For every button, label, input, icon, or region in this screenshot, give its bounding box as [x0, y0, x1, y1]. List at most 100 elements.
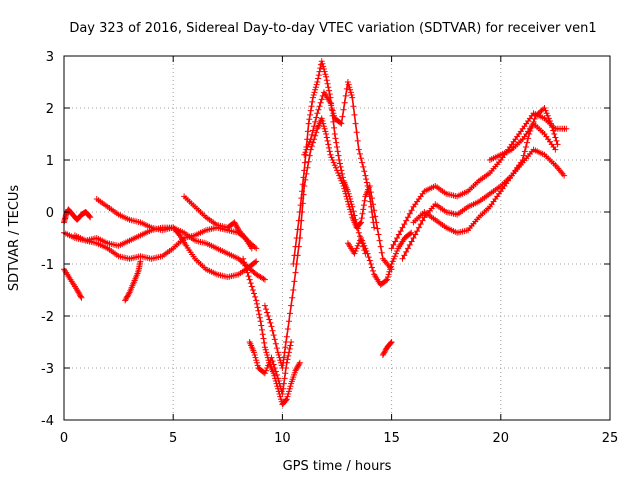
data-point [330, 159, 337, 166]
data-point [271, 336, 278, 343]
data-point [77, 292, 84, 299]
data-point [293, 366, 300, 373]
data-point [408, 229, 415, 236]
data-point [283, 396, 290, 403]
data-point [339, 174, 346, 181]
data-point [353, 129, 360, 136]
data-point [233, 223, 240, 230]
data-point [388, 245, 395, 252]
data-point [522, 144, 529, 150]
data-point [335, 170, 342, 176]
data-point [541, 105, 548, 111]
x-tick-label: 20 [493, 431, 510, 446]
data-point [253, 357, 260, 364]
data-point [408, 207, 415, 214]
data-point [355, 146, 362, 153]
series-arc-m [344, 229, 415, 288]
data-point [263, 306, 270, 313]
data-point [319, 118, 326, 124]
data-point [323, 134, 330, 141]
data-point [329, 107, 336, 114]
data-point [403, 248, 410, 255]
data-point [282, 370, 289, 377]
data-point [364, 183, 371, 189]
data-point [260, 335, 267, 342]
x-tick-label: 25 [602, 431, 619, 446]
data-point [292, 269, 299, 276]
data-point [347, 86, 354, 93]
data-point [287, 342, 294, 349]
data-point [543, 110, 550, 117]
data-point [347, 196, 354, 202]
data-point [366, 193, 373, 200]
data-point [381, 349, 388, 356]
data-point [86, 213, 93, 220]
series-arc-f [122, 258, 144, 304]
data-point [253, 300, 260, 307]
data-point [361, 197, 368, 204]
data-point [531, 115, 538, 122]
data-point [351, 212, 358, 219]
data-point [392, 238, 399, 245]
data-point [358, 235, 365, 241]
data-point [122, 296, 129, 303]
data-point [267, 319, 274, 326]
data-point [251, 244, 258, 251]
data-point [245, 238, 252, 245]
data-point [356, 150, 363, 157]
data-point [344, 79, 351, 85]
data-point [279, 391, 286, 397]
data-point [390, 255, 397, 262]
data-point [340, 106, 347, 113]
data-point [253, 359, 260, 366]
data-point [353, 245, 360, 252]
data-point [318, 58, 325, 65]
data-point [328, 105, 335, 111]
data-point [401, 252, 408, 259]
data-point [307, 111, 314, 118]
data-point [282, 344, 289, 351]
data-point [273, 345, 280, 352]
data-point [306, 138, 313, 145]
data-point [394, 248, 401, 254]
series-arc-r [486, 120, 559, 163]
series-arc-q [410, 146, 568, 236]
data-point [247, 240, 254, 247]
data-point [291, 252, 298, 259]
data-point [408, 238, 415, 245]
data-point [280, 385, 287, 392]
data-point [553, 137, 560, 144]
data-point [266, 316, 273, 323]
data-point [354, 242, 361, 249]
x-tick-label: 15 [383, 431, 400, 446]
data-point [359, 159, 366, 166]
data-point [312, 86, 319, 93]
data-point [368, 203, 375, 210]
data-point [535, 110, 542, 117]
data-point [311, 123, 318, 130]
data-point [347, 198, 354, 205]
data-point [314, 110, 321, 117]
data-point [285, 388, 292, 395]
data-point [248, 267, 255, 274]
data-point [360, 163, 367, 170]
data-point [283, 339, 290, 345]
data-point [304, 164, 311, 171]
data-point [542, 107, 549, 114]
data-point [545, 115, 552, 122]
data-point [346, 193, 353, 200]
data-point [263, 367, 270, 374]
data-point [296, 209, 303, 215]
series-arc-b [61, 206, 94, 226]
data-point [299, 181, 306, 188]
data-point [412, 231, 419, 238]
data-point [137, 258, 144, 265]
series-arc-l [301, 79, 378, 231]
data-point [551, 131, 558, 137]
data-point [305, 141, 312, 148]
data-point [312, 118, 319, 125]
data-point [332, 164, 339, 171]
data-point [74, 287, 81, 293]
data-point [74, 288, 81, 295]
data-point [297, 202, 304, 209]
